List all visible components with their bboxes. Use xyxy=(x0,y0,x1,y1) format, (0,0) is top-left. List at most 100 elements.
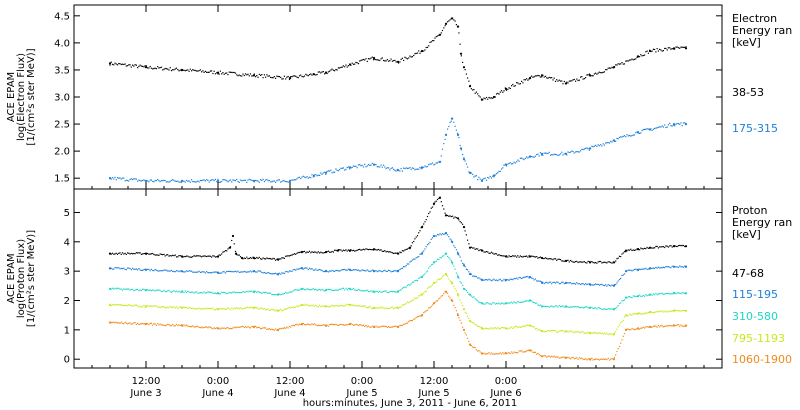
sample-point xyxy=(361,290,363,292)
sample-point xyxy=(260,328,262,330)
sample-point xyxy=(251,325,253,328)
sample-point xyxy=(479,278,481,280)
sample-point xyxy=(213,292,215,294)
sample-point xyxy=(611,284,613,286)
sample-point xyxy=(557,154,559,156)
sample-point xyxy=(155,68,157,70)
sample-point xyxy=(670,245,672,247)
sample-point xyxy=(445,233,447,235)
sample-point xyxy=(135,64,137,66)
sample-point xyxy=(292,253,294,255)
sample-point xyxy=(306,288,308,290)
sample-point xyxy=(621,274,623,277)
sample-point xyxy=(512,302,514,304)
sample-point xyxy=(365,325,367,327)
sample-point xyxy=(217,272,219,274)
sample-point xyxy=(234,327,237,329)
sample-point xyxy=(534,256,536,258)
sample-point xyxy=(505,89,508,91)
sample-point xyxy=(657,126,659,128)
sample-point xyxy=(641,295,643,297)
sample-point xyxy=(244,73,247,75)
sample-point xyxy=(162,324,164,326)
sample-point xyxy=(519,255,521,257)
data-point xyxy=(462,158,466,161)
sample-point xyxy=(632,328,634,330)
sample-point xyxy=(261,271,263,273)
sample-point xyxy=(163,269,165,271)
sample-point xyxy=(553,281,555,283)
y-axis-label: log(Proton Flux) xyxy=(16,239,27,318)
sample-point xyxy=(578,306,580,309)
sample-point xyxy=(395,307,397,309)
sample-point xyxy=(644,54,646,56)
sample-point xyxy=(258,327,260,329)
sample-point xyxy=(590,359,592,361)
sample-point xyxy=(577,283,579,285)
sample-point xyxy=(114,176,116,178)
y-tick-label: 0 xyxy=(64,355,70,366)
sample-point xyxy=(285,308,287,310)
sample-point xyxy=(457,132,459,134)
sample-point xyxy=(664,124,666,126)
sample-point xyxy=(142,179,144,182)
sample-point xyxy=(243,270,245,273)
sample-point xyxy=(662,50,664,52)
sample-point xyxy=(492,328,494,330)
sample-point xyxy=(661,50,663,52)
sample-point xyxy=(163,253,165,255)
sample-point xyxy=(169,270,171,272)
sample-point xyxy=(152,68,154,70)
sample-point xyxy=(616,137,618,139)
sample-point xyxy=(662,293,664,295)
sample-point xyxy=(652,48,654,50)
sample-point xyxy=(452,242,454,244)
sample-point xyxy=(413,54,415,57)
sample-point xyxy=(460,302,462,304)
sample-point xyxy=(450,216,452,218)
y-tick-label: 2.5 xyxy=(54,120,70,131)
sample-point xyxy=(350,269,352,272)
sample-point xyxy=(682,244,685,247)
sample-point xyxy=(239,75,242,77)
sample-point xyxy=(189,292,191,294)
sample-point xyxy=(645,248,647,250)
sample-point xyxy=(214,178,216,180)
sample-point xyxy=(645,312,647,314)
sample-point xyxy=(662,311,664,313)
sample-point xyxy=(308,267,311,269)
sample-point xyxy=(124,321,126,323)
sample-point xyxy=(262,178,264,180)
sample-point xyxy=(243,291,245,293)
sample-point xyxy=(578,261,580,263)
data-point xyxy=(372,56,376,60)
sample-point xyxy=(219,272,221,274)
sample-point xyxy=(503,327,505,329)
sample-point xyxy=(591,332,593,334)
sample-point xyxy=(175,306,178,308)
sample-point xyxy=(590,284,592,286)
sample-point xyxy=(201,180,203,182)
sample-point xyxy=(302,251,304,253)
sample-point xyxy=(544,257,547,259)
sample-point xyxy=(258,308,260,310)
sample-point xyxy=(434,201,436,203)
sample-point xyxy=(568,357,570,359)
sample-point xyxy=(415,279,417,281)
sample-point xyxy=(221,73,223,75)
sample-point xyxy=(361,59,363,61)
sample-point xyxy=(514,326,516,328)
sample-point xyxy=(441,233,444,235)
sample-point xyxy=(337,289,339,291)
sample-point xyxy=(339,169,341,171)
sample-point xyxy=(270,181,272,183)
sample-point xyxy=(404,303,406,306)
sample-point xyxy=(372,290,375,292)
sample-point xyxy=(127,252,129,254)
sample-point xyxy=(454,20,456,22)
sample-point xyxy=(281,257,283,259)
sample-point xyxy=(431,304,434,306)
sample-point xyxy=(359,304,361,307)
sample-point xyxy=(421,225,424,227)
sample-point xyxy=(208,291,210,293)
